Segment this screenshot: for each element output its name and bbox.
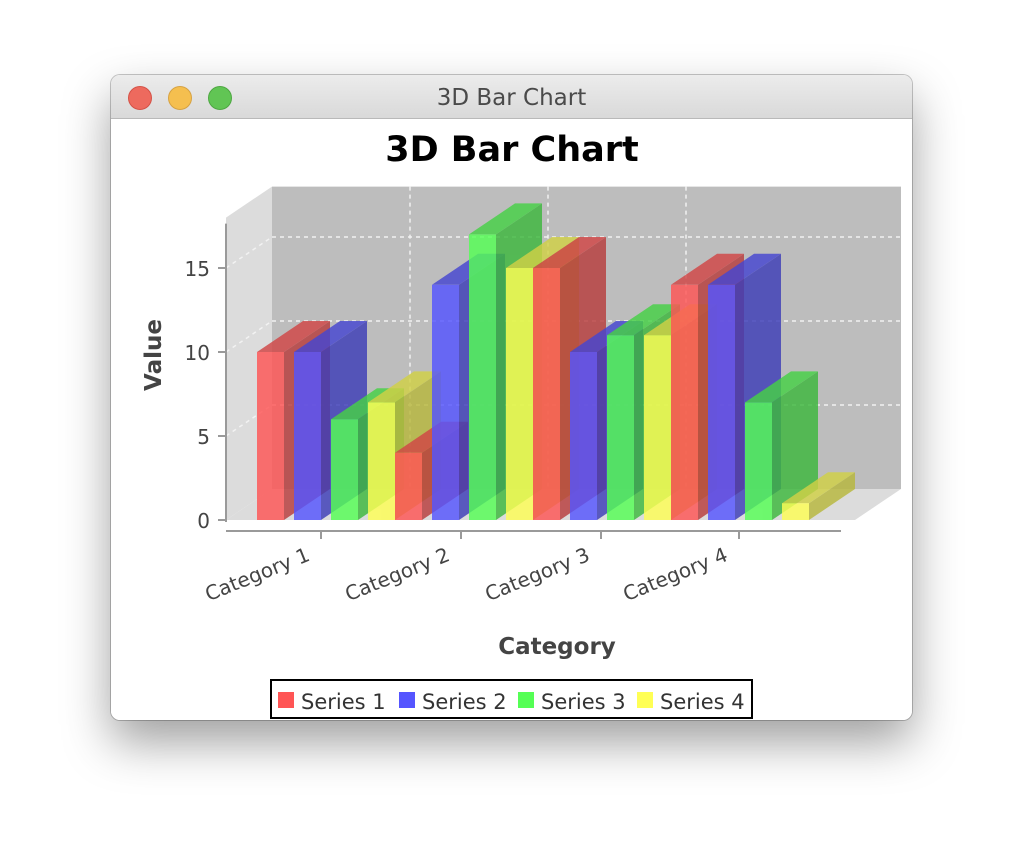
legend-label: Series 4 [660, 690, 745, 714]
bar [745, 371, 818, 520]
legend: Series 1 Series 2 Series 3 Series 4 [270, 679, 753, 719]
legend-swatch [518, 692, 534, 708]
bar-front [331, 419, 358, 520]
y-tick-label: 10 [185, 341, 210, 365]
bar-front [395, 452, 422, 520]
bar-top [533, 237, 606, 268]
bar-front [782, 503, 809, 520]
legend-label: Series 1 [301, 690, 386, 714]
chart-title: 3D Bar Chart [385, 130, 639, 170]
x-tick-label: Category 2 [341, 542, 452, 606]
bar-front [294, 352, 321, 520]
bar-front [506, 268, 533, 520]
legend-swatch [278, 692, 294, 708]
legend-box [270, 679, 753, 719]
chart-panel: 3D Bar Chart 0 5 10 15 Category 1 Category 2… [111, 119, 912, 720]
x-tick-label: Category 3 [481, 542, 592, 606]
legend-swatch [399, 692, 415, 708]
bar-top [368, 371, 441, 403]
bar-top [708, 253, 781, 285]
bar-side [772, 371, 818, 520]
close-button[interactable] [128, 86, 152, 110]
x-tick-label: Category 4 [619, 542, 730, 606]
legend-label: Series 3 [541, 690, 626, 714]
y-tick-label: 5 [197, 425, 210, 449]
x-axis-label: Category [498, 634, 616, 660]
bar-top [671, 253, 744, 285]
bar-top [469, 203, 542, 235]
bar-front [570, 352, 597, 520]
bar-top [257, 321, 330, 352]
bar-front [257, 352, 284, 520]
bars [257, 203, 855, 521]
y-tick-label: 15 [185, 257, 210, 281]
bar-top [745, 371, 818, 403]
bar-top [506, 237, 579, 268]
window-title: 3D Bar Chart [436, 85, 587, 111]
bar-front [469, 234, 496, 520]
minimize-button[interactable] [168, 86, 192, 110]
x-ticks: Category 1 Category 2 Category 3 Category 4 [201, 531, 740, 606]
grid-line-y-side [225, 404, 273, 437]
x-tick-label: Category 1 [201, 542, 312, 606]
bar-chart: 3D Bar Chart 0 5 10 15 Category 1 Category 2… [141, 130, 901, 719]
y-tick-label: 0 [197, 509, 210, 533]
bar-front [745, 402, 772, 520]
bar-top [294, 321, 367, 352]
bar-top [782, 472, 855, 504]
zoom-button[interactable] [208, 86, 232, 110]
bar-side [809, 472, 855, 520]
y-axis-label: Value [141, 319, 167, 391]
legend-swatch [637, 692, 653, 708]
bar-front [368, 402, 395, 520]
grid-line-y-side [225, 236, 273, 269]
bar-front [533, 268, 560, 520]
bar [782, 472, 855, 520]
bar-front [644, 335, 671, 520]
legend-label: Series 2 [422, 690, 507, 714]
bar-top [607, 304, 680, 336]
bar-front [607, 335, 634, 520]
title-bar[interactable]: 3D Bar Chart [111, 75, 912, 119]
bar-front [708, 284, 735, 520]
grid-line-y-side [225, 320, 273, 353]
chart-window: 3D Bar Chart 3D Bar Chart 0 5 10 15 Categor… [111, 75, 912, 720]
bar-front [671, 284, 698, 520]
y-ticks: 0 5 10 15 [185, 257, 226, 533]
bar-front [432, 284, 459, 520]
